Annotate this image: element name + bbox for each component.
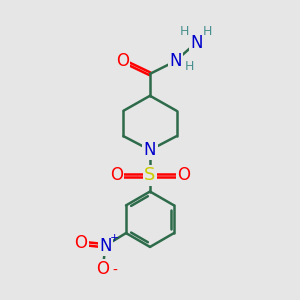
Text: N: N <box>99 237 112 255</box>
Text: N: N <box>144 141 156 159</box>
Text: H: H <box>180 25 189 38</box>
Text: O: O <box>96 260 110 278</box>
Text: O: O <box>177 167 190 184</box>
Text: N: N <box>190 34 203 52</box>
Text: O: O <box>110 167 123 184</box>
Text: S: S <box>144 167 156 184</box>
Text: +: + <box>110 233 120 243</box>
Text: O: O <box>116 52 129 70</box>
Text: H: H <box>203 25 212 38</box>
Text: N: N <box>169 52 182 70</box>
Text: O: O <box>74 235 88 253</box>
Text: -: - <box>112 264 117 278</box>
Text: H: H <box>184 60 194 74</box>
